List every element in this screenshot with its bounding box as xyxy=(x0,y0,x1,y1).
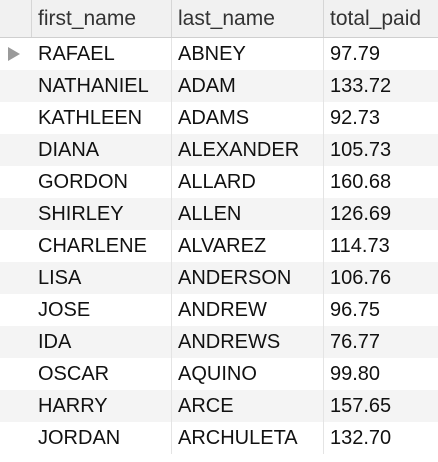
cell-first-name[interactable]: JOSE xyxy=(32,294,172,326)
triangle-right-icon xyxy=(8,47,20,61)
row-header[interactable] xyxy=(0,390,32,422)
row-header[interactable] xyxy=(0,198,32,230)
cell-first-name[interactable]: LISA xyxy=(32,262,172,294)
row-header[interactable] xyxy=(0,262,32,294)
cell-total-paid[interactable]: 99.80 xyxy=(330,362,381,385)
cell-first-name[interactable]: HARRY xyxy=(32,390,172,422)
table-row[interactable]: KATHLEEN ADAMS 92.73 xyxy=(0,102,438,134)
row-header[interactable] xyxy=(0,134,32,166)
cell-last-name[interactable]: ARCE xyxy=(172,390,324,422)
table-row[interactable]: JORDAN ARCHULETA 132.70 xyxy=(0,422,438,454)
cell-first-name[interactable]: GORDON xyxy=(32,166,172,198)
cell-last-name[interactable]: ALLARD xyxy=(172,166,324,198)
table-row[interactable]: LISA ANDERSON 106.76 xyxy=(0,262,438,294)
cell-total-paid[interactable]: 132.70 xyxy=(330,426,392,449)
cell-last-name[interactable]: ABNEY xyxy=(172,38,324,70)
cell-last-name[interactable]: ADAMS xyxy=(172,102,324,134)
cell-first-name[interactable]: CHARLENE xyxy=(32,230,172,262)
table-row[interactable]: RAFAEL ABNEY 97.79 xyxy=(0,38,438,70)
row-header[interactable] xyxy=(0,422,32,454)
row-header[interactable] xyxy=(0,70,32,102)
column-header-row: first_name last_name total_paid xyxy=(0,0,438,38)
column-header-first-name[interactable]: first_name xyxy=(32,0,172,37)
row-header[interactable] xyxy=(0,326,32,358)
cell-last-name[interactable]: ARCHULETA xyxy=(172,422,324,454)
cell-total-paid[interactable]: 92.73 xyxy=(330,106,381,129)
cell-last-name[interactable]: ALEXANDER xyxy=(172,134,324,166)
cell-last-name[interactable]: ANDERSON xyxy=(172,262,324,294)
cell-first-name[interactable]: OSCAR xyxy=(32,358,172,390)
cell-total-paid[interactable]: 106.76 xyxy=(330,266,392,289)
row-header[interactable] xyxy=(0,166,32,198)
cell-first-name[interactable]: SHIRLEY xyxy=(32,198,172,230)
cell-first-name[interactable]: IDA xyxy=(32,326,172,358)
table-body: RAFAEL ABNEY 97.79 NATHANIEL ADAM 133.72… xyxy=(0,38,438,454)
cell-first-name[interactable]: DIANA xyxy=(32,134,172,166)
cell-last-name[interactable]: AQUINO xyxy=(172,358,324,390)
cell-total-paid[interactable]: 160.68 xyxy=(330,170,392,193)
cell-first-name[interactable]: JORDAN xyxy=(32,422,172,454)
cell-first-name[interactable]: RAFAEL xyxy=(32,38,172,70)
column-header-total-paid[interactable]: total_paid xyxy=(330,6,422,30)
cell-first-name[interactable]: NATHANIEL xyxy=(32,70,172,102)
table-row[interactable]: HARRY ARCE 157.65 xyxy=(0,390,438,422)
cell-last-name[interactable]: ANDREW xyxy=(172,294,324,326)
cell-total-paid[interactable]: 157.65 xyxy=(330,394,392,417)
cell-total-paid[interactable]: 133.72 xyxy=(330,74,392,97)
cell-last-name[interactable]: ADAM xyxy=(172,70,324,102)
cell-total-paid[interactable]: 114.73 xyxy=(330,234,390,257)
cell-total-paid[interactable]: 76.77 xyxy=(330,330,381,353)
cell-last-name[interactable]: ALLEN xyxy=(172,198,324,230)
cell-total-paid[interactable]: 126.69 xyxy=(330,202,392,225)
row-header[interactable] xyxy=(0,230,32,262)
table-row[interactable]: GORDON ALLARD 160.68 xyxy=(0,166,438,198)
table-row[interactable]: OSCAR AQUINO 99.80 xyxy=(0,358,438,390)
cell-last-name[interactable]: ALVAREZ xyxy=(172,230,324,262)
table-row[interactable]: JOSE ANDREW 96.75 xyxy=(0,294,438,326)
row-header[interactable] xyxy=(0,294,32,326)
table-row[interactable]: NATHANIEL ADAM 133.72 xyxy=(0,70,438,102)
row-header[interactable] xyxy=(0,102,32,134)
table-row[interactable]: IDA ANDREWS 76.77 xyxy=(0,326,438,358)
column-header-last-name[interactable]: last_name xyxy=(172,0,324,37)
row-header[interactable] xyxy=(0,358,32,390)
cell-first-name[interactable]: KATHLEEN xyxy=(32,102,172,134)
table-row[interactable]: CHARLENE ALVAREZ 114.73 xyxy=(0,230,438,262)
table-row[interactable]: DIANA ALEXANDER 105.73 xyxy=(0,134,438,166)
cell-total-paid[interactable]: 105.73 xyxy=(330,138,392,161)
row-header[interactable] xyxy=(0,38,32,70)
cell-last-name[interactable]: ANDREWS xyxy=(172,326,324,358)
cell-total-paid[interactable]: 97.79 xyxy=(330,42,381,65)
cell-total-paid[interactable]: 96.75 xyxy=(330,298,381,321)
table-row[interactable]: SHIRLEY ALLEN 126.69 xyxy=(0,198,438,230)
row-header-corner xyxy=(0,0,32,37)
